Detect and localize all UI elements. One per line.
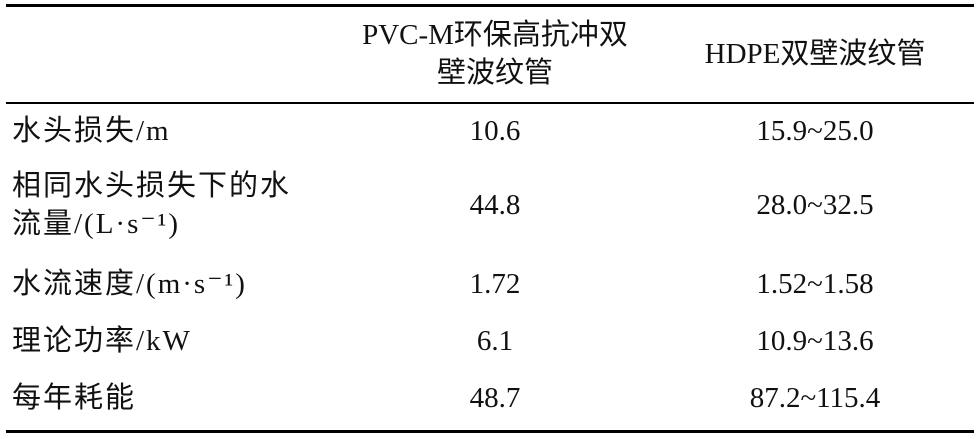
value-cell: 10.6 (330, 112, 660, 150)
row-label-line: 水头损失/m (12, 115, 171, 147)
value-cell-line: 10.6 (469, 115, 521, 147)
header-cell-line: PVC-M环保高抗冲双 (362, 19, 628, 51)
row-label: 相同水头损失下的水 流量/(L·s⁻¹) (12, 167, 291, 243)
top-rule (6, 4, 974, 7)
row-label: 水流速度/(m·s⁻¹) (12, 265, 247, 303)
value-cell-line: 28.0~32.5 (756, 189, 874, 221)
value-cell: 44.8 (330, 186, 660, 224)
value-cell-line: 1.72 (469, 268, 521, 300)
header-cell: HDPE双壁波纹管 (660, 35, 970, 73)
header-cell: PVC-M环保高抗冲双 壁波纹管 (330, 16, 660, 92)
value-cell: 48.7 (330, 379, 660, 417)
row-label-line: 流量/(L·s⁻¹) (12, 208, 181, 240)
value-cell: 1.72 (330, 265, 660, 303)
value-cell: 15.9~25.0 (660, 112, 970, 150)
header-rule (6, 102, 974, 104)
value-cell-line: 87.2~115.4 (749, 382, 881, 414)
bottom-rule (6, 430, 974, 433)
value-cell-line: 15.9~25.0 (756, 115, 874, 147)
row-label-line: 每年耗能 (12, 382, 137, 414)
header-cell-line: HDPE双壁波纹管 (704, 38, 926, 70)
row-label-line: 理论功率/kW (12, 325, 192, 357)
value-cell: 6.1 (330, 322, 660, 360)
value-cell-line: 6.1 (476, 325, 514, 357)
row-label: 每年耗能 (12, 379, 136, 417)
value-cell-line: 1.52~1.58 (756, 268, 874, 300)
row-label-line: 相同水头损失下的水 (12, 170, 292, 202)
header-cell-line: 壁波纹管 (436, 57, 553, 89)
value-cell-line: 10.9~13.6 (756, 325, 874, 357)
value-cell-line: 44.8 (469, 189, 521, 221)
value-cell: 87.2~115.4 (660, 379, 970, 417)
value-cell: 28.0~32.5 (660, 186, 970, 224)
row-label: 理论功率/kW (12, 322, 192, 360)
value-cell: 10.9~13.6 (660, 322, 970, 360)
row-label-line: 水流速度/(m·s⁻¹) (12, 268, 247, 300)
row-label: 水头损失/m (12, 112, 171, 150)
value-cell-line: 48.7 (469, 382, 521, 414)
value-cell: 1.52~1.58 (660, 265, 970, 303)
